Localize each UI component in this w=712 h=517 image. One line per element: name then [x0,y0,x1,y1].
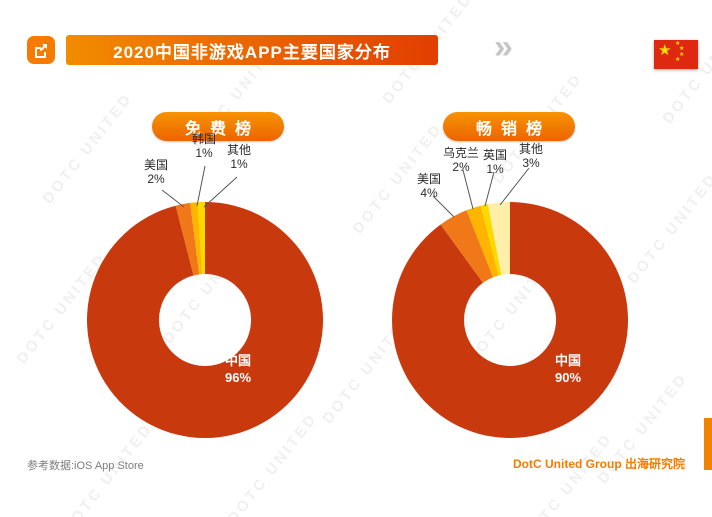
donut-slice-美国 [440,210,494,283]
callout-label: 乌克兰 [442,146,479,160]
free-chart-title-pill: 免费榜 [152,112,284,141]
callout-value: 1% [486,162,504,176]
edge-accent-bar [704,418,712,470]
export-icon-glyph [35,44,47,58]
watermark-text: DOTC UNITED [519,429,617,517]
callout-value: 1% [195,146,213,160]
data-source-note: 参考数据:iOS App Store [27,460,144,472]
inner-label-name: 中国 [224,353,251,368]
page-title-bar: 2020中国非游戏APP主要国家分布 [66,35,438,65]
callout-label: 其他 [226,143,251,157]
callout-other-free: 其他 1% [221,143,257,171]
bestseller-chart-title: 畅销榜 [475,120,551,138]
callout-label: 其他 [518,142,543,156]
free-chart-title: 免费榜 [184,120,260,138]
callout-label: 英国 [482,148,507,162]
china-flag: ★ ★ ★ ★ ★ [654,40,698,69]
inner-label-china-paid: 中国 90% [544,352,592,386]
donut-slice-乌克兰 [466,205,499,278]
donut-slice-美国 [175,202,200,276]
flag-star-small: ★ [675,57,681,63]
callout-value: 4% [420,186,438,200]
callout-label: 美国 [143,158,168,172]
flag-star-big: ★ [658,42,672,59]
donut-slice-其他 [197,202,205,275]
callout-label: 韩国 [191,132,216,146]
callout-usa-free: 美国 2% [138,158,174,186]
publisher-credit: DotC United Group 出海研究院 [513,457,685,471]
free-donut-chart [87,202,323,438]
watermark-text: DOTC UNITED [39,89,137,208]
donut-slice-中国 [392,202,628,438]
bestseller-chart-title-pill: 畅销榜 [443,112,575,141]
chevron-decoration: » [494,28,513,66]
donut-slice-英国 [480,204,502,276]
flag-star-small: ★ [679,46,685,52]
callout-value: 2% [452,160,470,174]
callout-uk-paid: 英国 1% [477,148,513,176]
donut-slice-韩国 [190,202,203,275]
flag-star-small: ★ [675,41,681,47]
donut-slice-其他 [487,202,510,275]
inner-label-value: 96% [224,370,252,385]
callout-value: 3% [522,156,540,170]
export-icon [27,36,55,64]
callout-value: 2% [147,172,165,186]
inner-label-name: 中国 [554,353,581,368]
callout-korea-free: 韩国 1% [186,132,222,160]
callout-label: 美国 [416,172,441,186]
flag-star-small: ★ [679,52,685,58]
page-title: 2020中国非游戏APP主要国家分布 [113,42,391,62]
donut-slice-中国 [87,202,323,438]
watermark-text: DOTC UNITED [624,169,712,288]
bestseller-donut-chart [392,202,628,438]
callout-ukraine-paid: 乌克兰 2% [437,146,485,174]
inner-label-value: 90% [554,370,582,385]
inner-label-china-free: 中国 96% [214,352,262,386]
callout-value: 1% [230,157,248,171]
callout-other-paid: 其他 3% [513,142,549,170]
callout-usa-paid: 美国 4% [411,172,447,200]
